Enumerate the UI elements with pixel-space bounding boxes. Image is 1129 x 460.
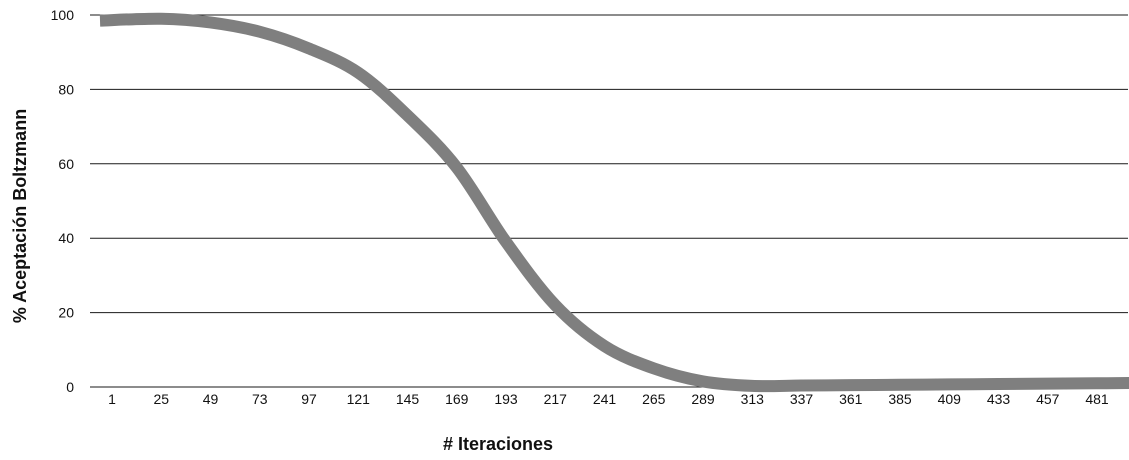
x-tick-label: 433 (987, 391, 1011, 407)
x-tick-label: 169 (445, 391, 469, 407)
y-tick-label: 20 (58, 305, 74, 321)
x-tick-label: 289 (691, 391, 715, 407)
x-tick-label: 313 (741, 391, 765, 407)
x-tick-label: 97 (301, 391, 317, 407)
x-tick-label: 121 (347, 391, 371, 407)
x-tick-label: 241 (593, 391, 617, 407)
series-layer (99, 12, 1129, 393)
y-tick-label: 100 (51, 7, 75, 23)
y-axis-title: % Aceptación Boltzmann (10, 109, 30, 323)
x-tick-label: 481 (1085, 391, 1109, 407)
x-tick-label: 49 (203, 391, 219, 407)
x-tick-label: 25 (153, 391, 169, 407)
y-tick-label: 0 (66, 379, 74, 395)
x-axis-ticks: 1 25 49 73 97 121 145 169 193 217 241 265 289 313 337 3… (108, 391, 1109, 407)
x-tick-label: 265 (642, 391, 666, 407)
y-tick-label: 80 (58, 81, 74, 97)
x-tick-label: 145 (396, 391, 420, 407)
x-tick-label: 385 (888, 391, 912, 407)
x-tick-label: 337 (790, 391, 814, 407)
x-tick-label: 1 (108, 391, 116, 407)
x-tick-label: 361 (839, 391, 863, 407)
y-tick-label: 40 (58, 230, 74, 246)
x-tick-label: 73 (252, 391, 268, 407)
series-line-0 (99, 12, 1129, 393)
gridlines (90, 14, 1128, 388)
y-tick-label: 60 (58, 156, 74, 172)
x-axis-title: # Iteraciones (443, 434, 553, 454)
y-axis-ticks: 0 20 40 60 80 100 (51, 7, 75, 395)
x-tick-label: 217 (544, 391, 568, 407)
x-tick-label: 193 (494, 391, 518, 407)
x-tick-label: 457 (1036, 391, 1060, 407)
x-tick-label: 409 (938, 391, 962, 407)
